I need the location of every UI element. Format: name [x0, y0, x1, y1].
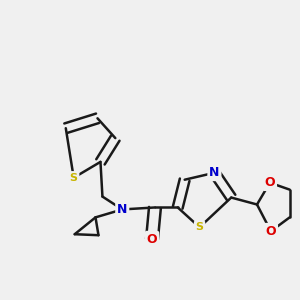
Text: S: S: [70, 173, 78, 183]
Text: O: O: [147, 233, 157, 246]
Text: N: N: [117, 203, 128, 216]
Text: O: O: [266, 225, 276, 238]
Text: O: O: [265, 176, 275, 189]
Text: S: S: [196, 222, 203, 232]
Text: N: N: [209, 166, 220, 179]
